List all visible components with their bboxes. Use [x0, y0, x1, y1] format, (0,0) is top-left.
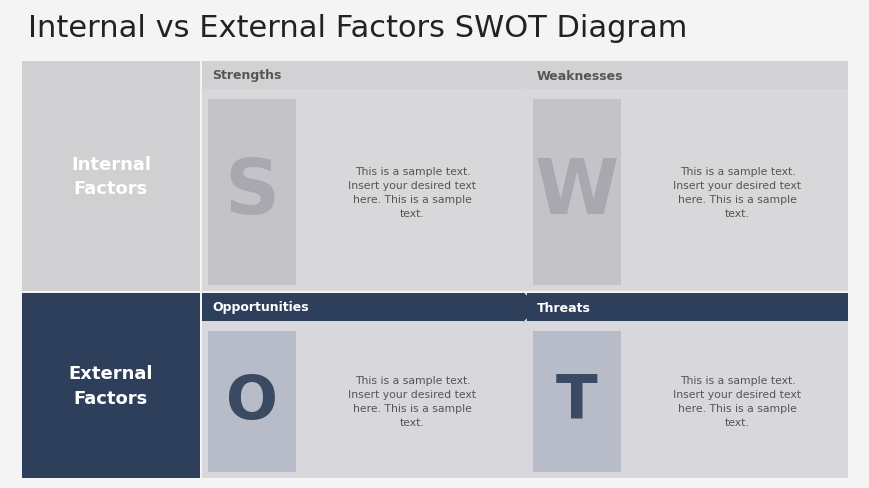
FancyBboxPatch shape — [202, 62, 847, 291]
Text: Internal
Factors: Internal Factors — [71, 155, 151, 198]
FancyBboxPatch shape — [202, 293, 847, 478]
Text: This is a sample text.
Insert your desired text
here. This is a sample
text.: This is a sample text. Insert your desir… — [348, 376, 476, 427]
FancyBboxPatch shape — [22, 293, 200, 478]
Text: Internal vs External Factors SWOT Diagram: Internal vs External Factors SWOT Diagra… — [28, 14, 687, 43]
Text: External
Factors: External Factors — [69, 364, 153, 407]
Text: O: O — [226, 372, 278, 431]
Polygon shape — [522, 62, 538, 90]
FancyBboxPatch shape — [22, 62, 200, 291]
FancyBboxPatch shape — [533, 331, 620, 472]
FancyBboxPatch shape — [202, 62, 522, 90]
FancyBboxPatch shape — [202, 293, 522, 321]
Text: Threats: Threats — [536, 301, 590, 314]
Text: This is a sample text.
Insert your desired text
here. This is a sample
text.: This is a sample text. Insert your desir… — [673, 376, 800, 427]
Text: W: W — [534, 156, 619, 229]
Text: S: S — [224, 156, 279, 229]
Text: Weaknesses: Weaknesses — [536, 69, 623, 82]
FancyBboxPatch shape — [527, 293, 847, 321]
FancyBboxPatch shape — [533, 100, 620, 285]
Text: Opportunities: Opportunities — [212, 301, 308, 314]
Text: T: T — [555, 372, 597, 431]
Polygon shape — [522, 293, 538, 321]
Text: This is a sample text.
Insert your desired text
here. This is a sample
text.: This is a sample text. Insert your desir… — [348, 167, 476, 219]
FancyBboxPatch shape — [208, 331, 295, 472]
Text: This is a sample text.
Insert your desired text
here. This is a sample
text.: This is a sample text. Insert your desir… — [673, 167, 800, 219]
FancyBboxPatch shape — [527, 62, 847, 90]
FancyBboxPatch shape — [208, 100, 295, 285]
Text: Strengths: Strengths — [212, 69, 281, 82]
